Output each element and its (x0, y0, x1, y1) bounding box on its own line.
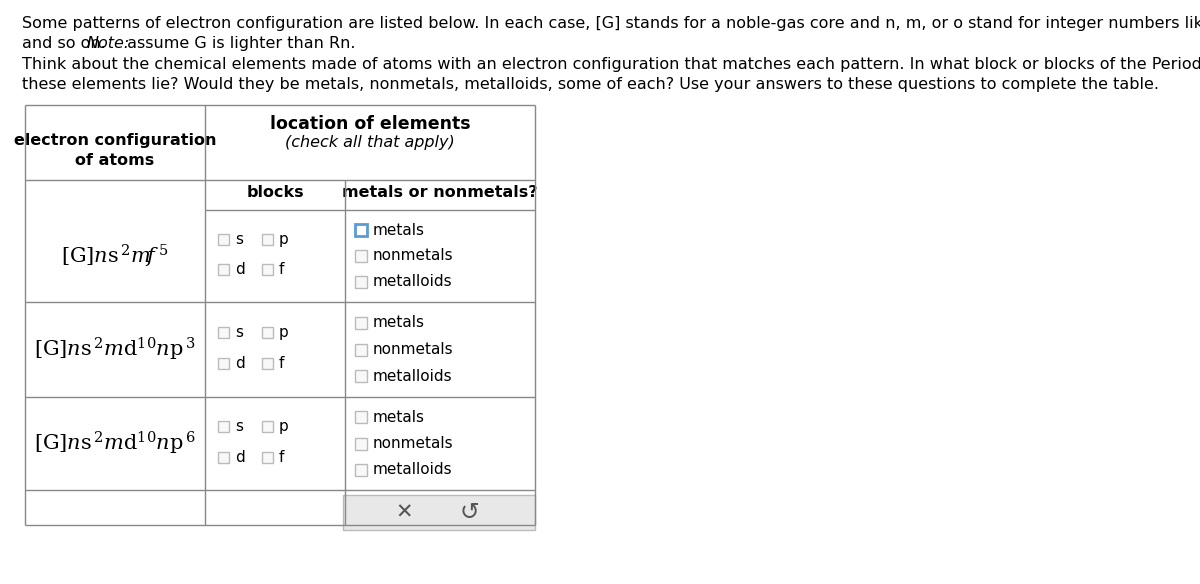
FancyBboxPatch shape (355, 437, 367, 450)
FancyBboxPatch shape (355, 464, 367, 475)
FancyBboxPatch shape (355, 317, 367, 329)
Text: d: d (235, 356, 245, 371)
Text: p: p (278, 232, 289, 247)
FancyBboxPatch shape (262, 452, 272, 463)
Text: these elements lie? Would they be metals, nonmetals, metalloids, some of each? U: these elements lie? Would they be metals… (22, 77, 1159, 92)
Text: $[\mathrm{G}]n\mathrm{s}^{\,2}m\!f^{\,5}$: $[\mathrm{G}]n\mathrm{s}^{\,2}m\!f^{\,5}… (61, 242, 169, 270)
Text: nonmetals: nonmetals (373, 249, 454, 263)
FancyBboxPatch shape (262, 234, 272, 245)
Text: nonmetals: nonmetals (373, 342, 454, 357)
Text: metalloids: metalloids (373, 274, 452, 289)
FancyBboxPatch shape (217, 265, 228, 275)
Text: blocks: blocks (246, 185, 304, 200)
Text: f: f (278, 356, 284, 371)
Text: d: d (235, 262, 245, 277)
Text: assume G is lighter than Rn.: assume G is lighter than Rn. (122, 36, 355, 51)
FancyBboxPatch shape (355, 412, 367, 423)
Text: s: s (235, 232, 242, 247)
FancyBboxPatch shape (217, 327, 228, 338)
FancyBboxPatch shape (262, 265, 272, 275)
Text: p: p (278, 325, 289, 340)
Text: nonmetals: nonmetals (373, 436, 454, 451)
FancyBboxPatch shape (355, 370, 367, 382)
Text: ✕: ✕ (395, 502, 413, 523)
Text: f: f (278, 450, 284, 465)
Text: metalloids: metalloids (373, 462, 452, 477)
Text: Think about the chemical elements made of atoms with an electron configuration t: Think about the chemical elements made o… (22, 57, 1200, 72)
Text: and so on.: and so on. (22, 36, 110, 51)
FancyBboxPatch shape (355, 276, 367, 288)
Text: location of elements: location of elements (270, 115, 470, 133)
FancyBboxPatch shape (217, 358, 228, 369)
Text: $[\mathrm{G}]n\mathrm{s}^{\,2}m\mathrm{d}^{10}n\mathrm{p}^{\,6}$: $[\mathrm{G}]n\mathrm{s}^{\,2}m\mathrm{d… (34, 430, 196, 457)
Text: d: d (235, 450, 245, 465)
FancyBboxPatch shape (217, 452, 228, 463)
FancyBboxPatch shape (262, 421, 272, 432)
Text: ↺: ↺ (460, 500, 479, 524)
Text: metals or nonmetals?: metals or nonmetals? (342, 185, 538, 200)
Text: (check all that apply): (check all that apply) (286, 135, 455, 150)
Text: Note:: Note: (88, 36, 131, 51)
FancyBboxPatch shape (217, 421, 228, 432)
Text: electron configuration: electron configuration (13, 133, 216, 148)
FancyBboxPatch shape (262, 327, 272, 338)
Text: Some patterns of electron configuration are listed below. In each case, [G] stan: Some patterns of electron configuration … (22, 16, 1200, 31)
FancyBboxPatch shape (355, 343, 367, 356)
Text: s: s (235, 419, 242, 434)
Text: metals: metals (373, 223, 425, 238)
Text: p: p (278, 419, 289, 434)
Text: $[\mathrm{G}]n\mathrm{s}^{\,2}m\mathrm{d}^{10}n\mathrm{p}^{\,3}$: $[\mathrm{G}]n\mathrm{s}^{\,2}m\mathrm{d… (35, 336, 196, 363)
Text: metals: metals (373, 410, 425, 425)
FancyBboxPatch shape (355, 250, 367, 262)
Text: metalloids: metalloids (373, 369, 452, 384)
Text: s: s (235, 325, 242, 340)
Text: f: f (278, 262, 284, 277)
FancyBboxPatch shape (262, 358, 272, 369)
FancyBboxPatch shape (343, 495, 535, 530)
FancyBboxPatch shape (355, 224, 367, 237)
Text: of atoms: of atoms (76, 153, 155, 168)
FancyBboxPatch shape (217, 234, 228, 245)
Text: metals: metals (373, 315, 425, 331)
